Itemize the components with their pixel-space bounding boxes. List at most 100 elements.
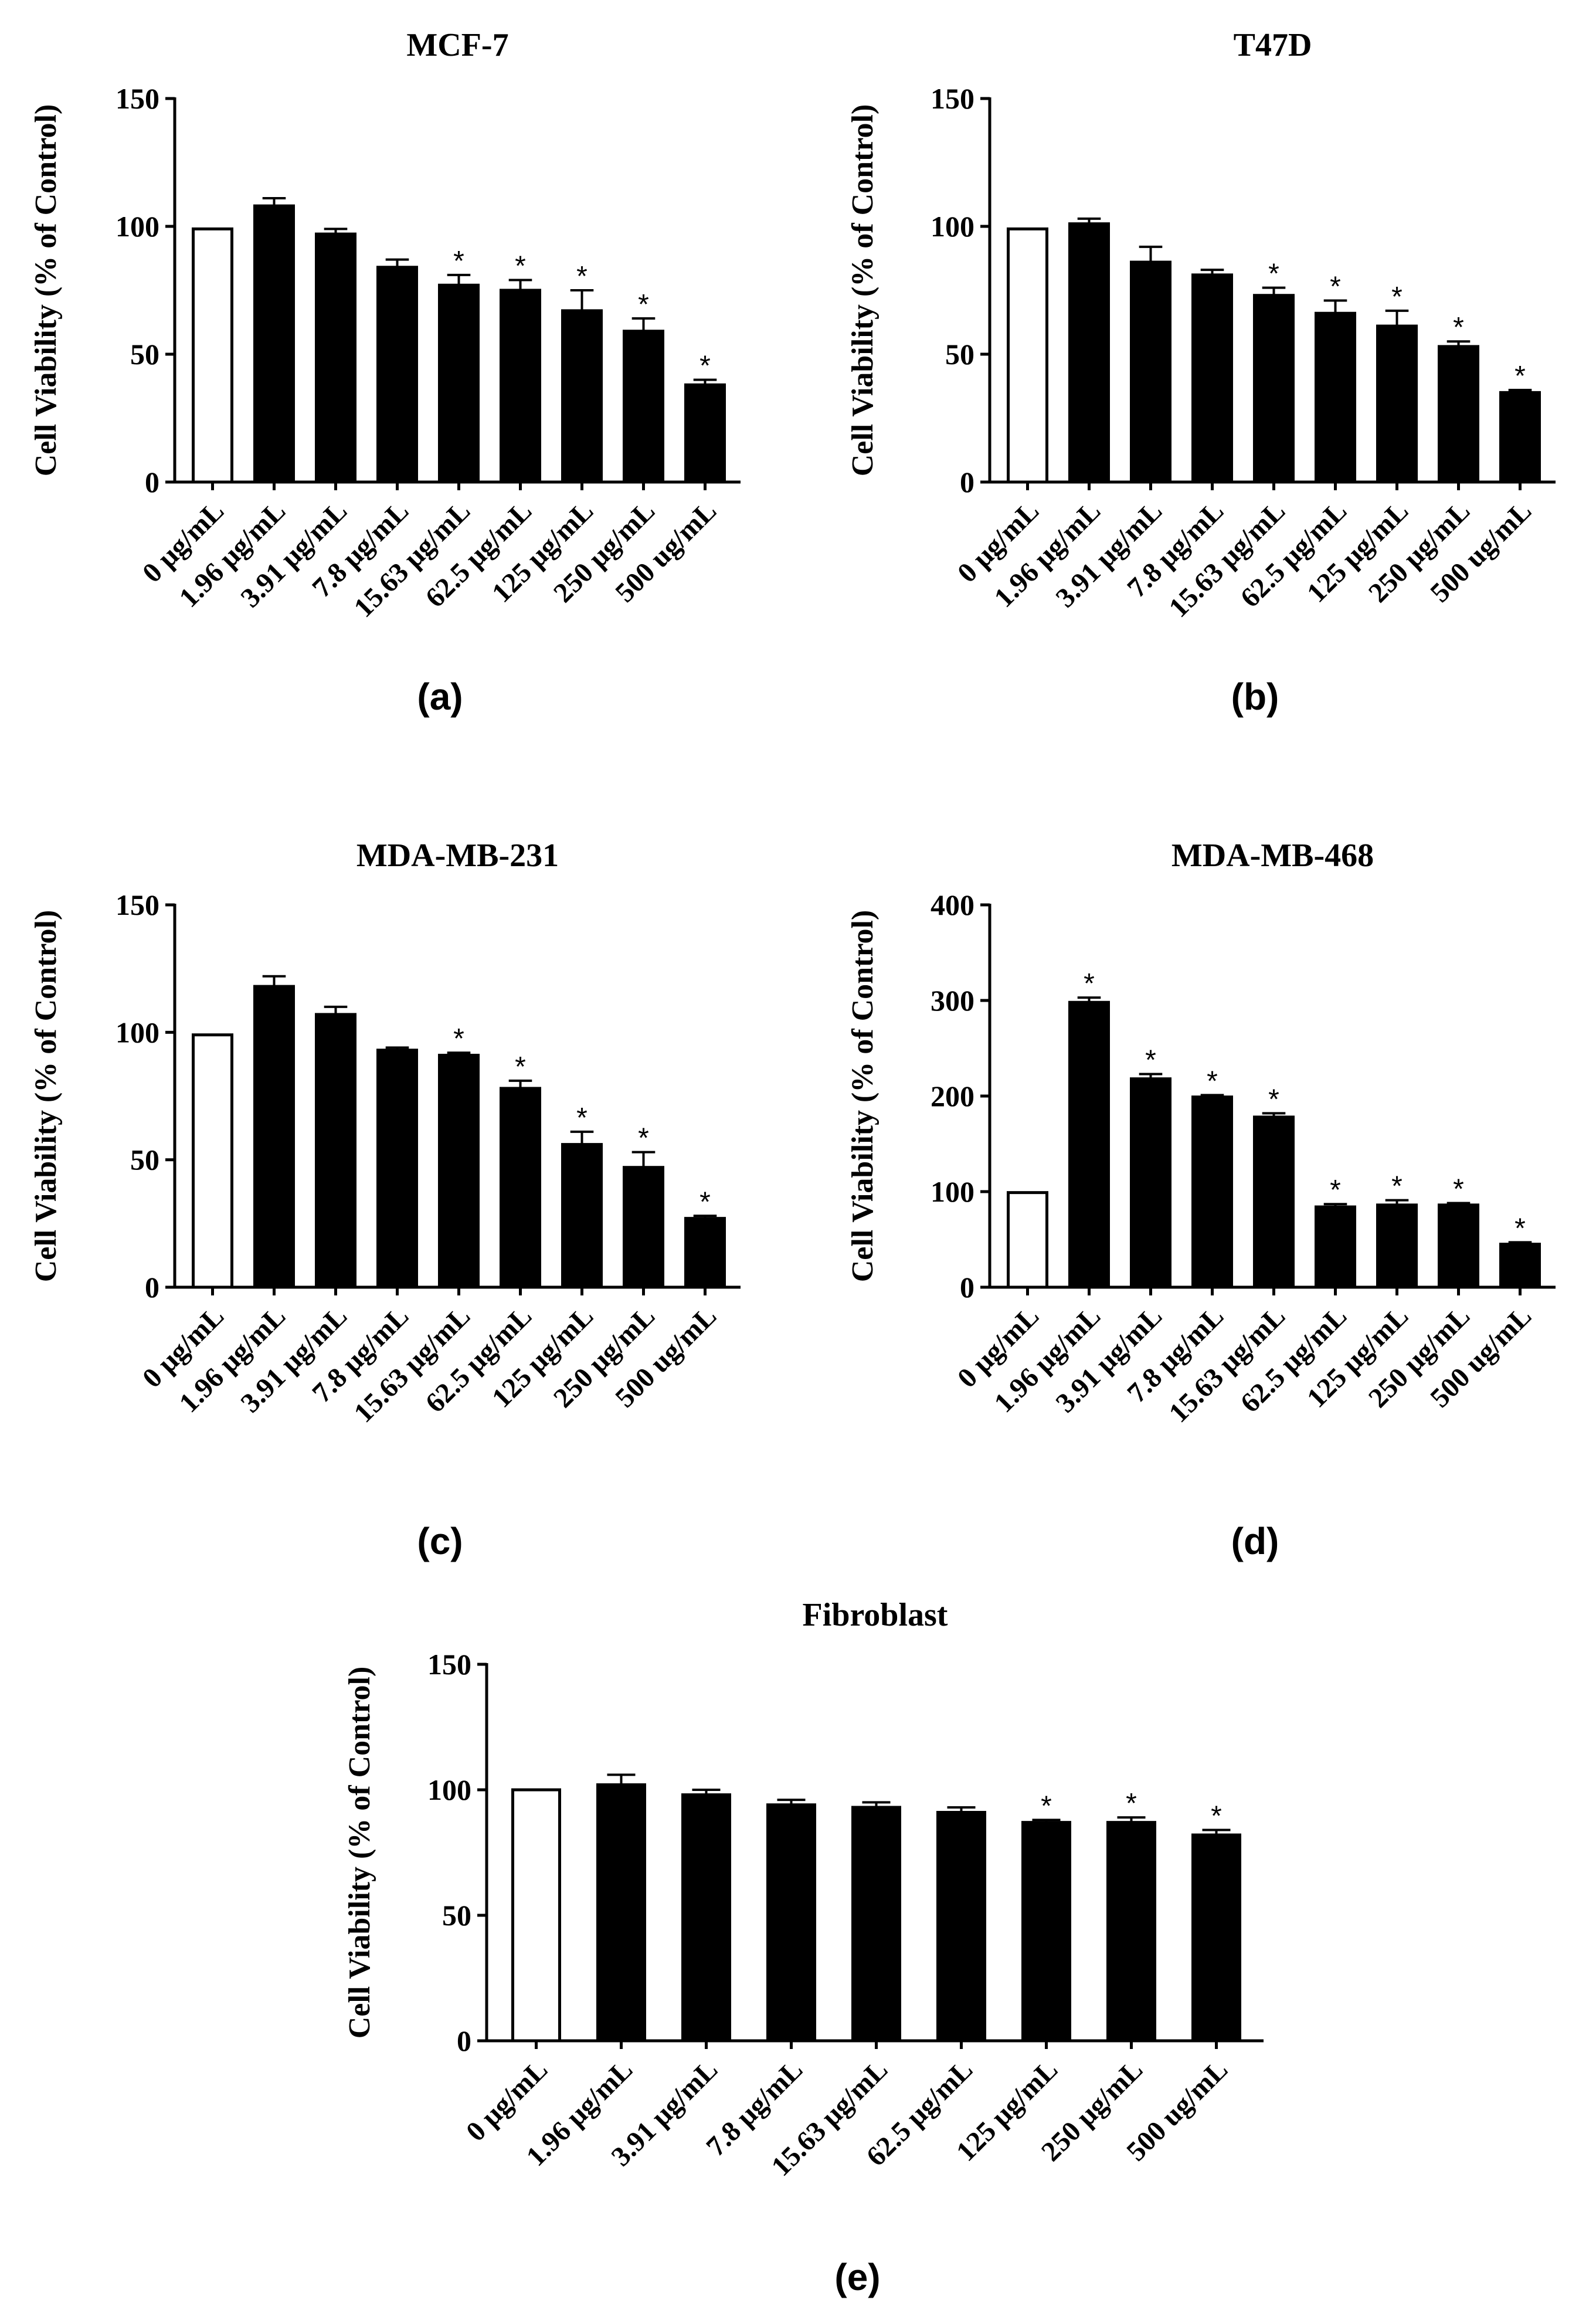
significance-marker-8: * xyxy=(638,1123,649,1154)
bar-4 xyxy=(766,1803,816,2043)
bar-9 xyxy=(1499,391,1541,484)
bar-6 xyxy=(936,1811,986,2043)
chart-title: MCF-7 xyxy=(406,27,508,63)
y-axis-label: Cell Viability (% of Control) xyxy=(29,910,63,1283)
y-tick-label: 50 xyxy=(130,338,159,371)
bar-2 xyxy=(253,985,295,1289)
bar-5 xyxy=(438,1053,480,1289)
bar-3 xyxy=(1130,260,1171,484)
significance-marker-8: * xyxy=(1453,312,1464,343)
bar-5 xyxy=(851,1806,901,2043)
significance-marker-7: * xyxy=(576,1102,588,1134)
bar-4 xyxy=(1191,1095,1233,1289)
bar-3 xyxy=(315,1013,356,1289)
bar-1 xyxy=(192,227,233,484)
y-tick-label: 0 xyxy=(960,1271,974,1304)
bar-9 xyxy=(1499,1243,1541,1289)
chart-title: MDA-MB-231 xyxy=(356,837,559,874)
y-tick-label: 200 xyxy=(931,1080,974,1112)
bar-8 xyxy=(623,330,664,484)
y-tick-label: 100 xyxy=(116,1016,159,1049)
bar-8 xyxy=(623,1166,664,1289)
significance-marker-9: * xyxy=(699,351,711,382)
significance-marker-7: * xyxy=(1391,281,1403,313)
bar-1 xyxy=(511,1788,561,2043)
y-axis-label: Cell Viability (% of Control) xyxy=(846,910,880,1283)
y-tick-label: 150 xyxy=(116,888,159,921)
chart-title: MDA-MB-468 xyxy=(1171,837,1374,874)
y-tick-label: 150 xyxy=(116,82,159,115)
y-tick-label: 100 xyxy=(931,1175,974,1208)
bar-7 xyxy=(1376,324,1418,484)
panel-letter: (d) xyxy=(1231,1520,1279,1562)
y-tick-label: 150 xyxy=(427,1648,471,1681)
bar-4 xyxy=(376,266,418,484)
bar-7 xyxy=(561,1143,603,1289)
chart-panel-5: Fibroblast Cell Viability (% of Control) 0… xyxy=(343,1597,1264,2298)
bar-4 xyxy=(1191,273,1233,484)
significance-marker-3: * xyxy=(1145,1045,1156,1076)
chart-title: T47D xyxy=(1234,27,1312,63)
significance-marker-5: * xyxy=(453,246,464,277)
y-tick-label: 0 xyxy=(145,1271,159,1304)
panel-letter: (a) xyxy=(417,676,463,718)
bar-4 xyxy=(376,1049,418,1289)
bar-7 xyxy=(561,309,603,484)
significance-marker-9: * xyxy=(1514,1213,1526,1244)
significance-marker-8: * xyxy=(1453,1174,1464,1205)
y-tick-label: 150 xyxy=(931,82,974,115)
bar-2 xyxy=(253,204,295,484)
bar-8 xyxy=(1438,345,1479,484)
bar-6 xyxy=(1315,311,1356,484)
chart-panel-1: MCF-7 Cell Viability (% of Control) 0 50 100… xyxy=(29,27,741,718)
significance-marker-6: * xyxy=(515,251,526,282)
chart-panel-4: MDA-MB-468 Cell Viability (% of Control) 0… xyxy=(846,837,1556,1562)
bar-5 xyxy=(1253,294,1295,484)
y-axis-label: Cell Viability (% of Control) xyxy=(846,104,880,477)
bar-2 xyxy=(1068,1000,1110,1289)
bar-3 xyxy=(1130,1077,1171,1289)
y-tick-label: 100 xyxy=(931,210,974,243)
significance-marker-5: * xyxy=(1268,259,1279,290)
bar-2 xyxy=(596,1783,646,2043)
y-tick-label: 50 xyxy=(442,1899,471,1932)
significance-marker-6: * xyxy=(1330,1175,1341,1206)
y-tick-label: 0 xyxy=(145,466,159,498)
chart-panel-2: T47D Cell Viability (% of Control) 0 50 100 1… xyxy=(846,27,1556,718)
y-tick-label: 0 xyxy=(960,466,974,498)
bar-1 xyxy=(1007,227,1048,484)
panel-letter: (b) xyxy=(1231,676,1279,718)
bar-9 xyxy=(1191,1833,1241,2043)
bar-9 xyxy=(684,383,726,484)
significance-marker-7: * xyxy=(576,261,588,292)
y-tick-label: 400 xyxy=(931,888,974,921)
bar-7 xyxy=(1376,1203,1418,1289)
y-tick-label: 300 xyxy=(931,984,974,1017)
y-tick-label: 50 xyxy=(945,338,974,371)
significance-marker-5: * xyxy=(453,1023,464,1054)
bar-8 xyxy=(1106,1821,1156,2043)
y-tick-label: 0 xyxy=(457,2024,471,2057)
y-axis-label: Cell Viability (% of Control) xyxy=(343,1667,376,2039)
significance-marker-5: * xyxy=(1268,1084,1279,1115)
significance-marker-6: * xyxy=(1330,271,1341,302)
bar-7 xyxy=(1021,1821,1071,2043)
bar-6 xyxy=(1315,1205,1356,1289)
significance-marker-8: * xyxy=(638,289,649,320)
panel-letter: (c) xyxy=(417,1520,463,1562)
bar-6 xyxy=(500,289,541,484)
significance-marker-4: * xyxy=(1207,1066,1218,1097)
bar-3 xyxy=(315,232,356,484)
bar-1 xyxy=(1007,1191,1048,1289)
y-tick-label: 100 xyxy=(427,1773,471,1806)
significance-marker-9: * xyxy=(699,1186,711,1217)
significance-marker-2: * xyxy=(1084,968,1095,999)
significance-marker-9: * xyxy=(1514,361,1526,392)
bar-3 xyxy=(681,1793,731,2043)
panel-letter: (e) xyxy=(834,2256,880,2298)
chart-panel-3: MDA-MB-231 Cell Viability (% of Control) 0… xyxy=(29,837,741,1562)
significance-marker-9: * xyxy=(1211,1800,1222,1831)
y-axis-label: Cell Viability (% of Control) xyxy=(29,104,63,477)
bar-1 xyxy=(192,1033,233,1289)
